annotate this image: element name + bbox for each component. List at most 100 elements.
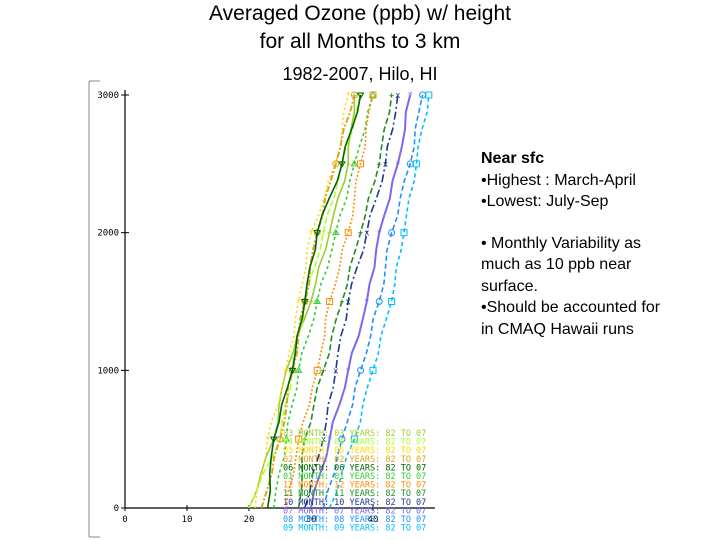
series-marker: x [383,160,389,170]
legend-entry: 06 MONTH: 06 YEARS: 82 TO 07 [283,463,426,473]
note-variability-2: much as 10 ppb near [481,256,632,273]
legend-entry: 03 MONTH: 03 YEARS: 82 TO 07 [283,429,426,439]
series-marker: * [345,91,350,101]
series-marker [357,366,365,374]
series-marker [412,160,420,168]
chart-title: Averaged Ozone (ppb) w/ height for all M… [120,0,600,56]
series-line-7 [285,94,374,509]
series-marker [276,435,284,443]
series-marker [388,229,396,237]
series-marker: x [364,229,370,239]
x-tick-label: 40 [368,515,379,525]
series-marker: + [389,91,395,101]
legend-entry: 02 MONTH: 02 YEARS: 82 TO 07 [283,455,426,465]
series-marker [331,228,340,236]
series-line-9 [304,94,399,509]
x-tick-label: 10 [182,515,193,525]
series-marker: x [277,435,283,445]
legend-entry: 01 MONTH: 01 YEARS: 82 TO 07 [283,472,426,482]
series-marker [282,435,291,442]
series-marker [313,297,322,304]
series-marker [313,230,322,237]
series-marker: + [376,160,382,170]
series-marker: + [302,435,308,445]
series-marker: + [327,229,333,239]
series-marker: * [265,435,270,445]
chart-subtitle: 1982-2007, Hilo, HI [282,64,438,84]
series-line-6 [273,94,374,509]
series-marker [338,435,346,443]
note-cmaq-2: in CMAQ Hawaii runs [481,320,634,338]
note-variability-3: surface. [481,277,538,295]
series-line-2 [248,94,362,509]
note-lowest: •Lowest: July-Sep [481,193,609,210]
series-marker: * [296,298,301,308]
y-tick-label: 0 [114,504,119,514]
series-marker [288,367,297,375]
series-marker: + [339,298,345,308]
series-marker [300,299,309,306]
series-marker: * [283,366,288,376]
series-line-8 [297,94,393,509]
series-marker [326,298,334,305]
x-tick-label: 20 [244,515,255,525]
y-tick-label: 2000 [97,229,119,239]
series-marker: + [358,229,364,239]
series-marker [425,91,433,99]
y-tick-label: 3000 [97,91,119,101]
legend-entry: 10 MONTH: 10 YEARS: 82 TO 07 [283,498,426,508]
series-marker [369,366,377,374]
legend-entry: 05 MONTH: 05 YEARS: 82 TO 07 [283,446,426,456]
series-marker [269,436,278,444]
title-line-2: for all Months to 3 km [259,30,461,53]
series-marker [388,298,396,305]
series-marker [350,91,358,99]
x-tick-label: 30 [306,515,317,525]
series-marker: + [308,298,314,308]
series-marker [338,161,346,168]
series-marker [350,435,358,443]
series-marker: * [327,435,332,445]
series-marker: * [407,91,412,101]
note-cmaq-1: •Should be accounted for [481,299,661,316]
series-line-4 [260,94,356,509]
series-marker [344,229,352,237]
notes-panel: Near sfc •Highest : March-April •Lowest:… [481,148,711,340]
series-line-10 [310,94,412,509]
series-marker [313,366,321,374]
legend-entry: 07 MONTH: 07 YEARS: 82 TO 07 [283,506,426,516]
legend-entry: 09 MONTH: 09 YEARS: 82 TO 07 [283,524,426,534]
note-highest: •Highest : March-April [481,171,636,189]
series-line-5 [266,94,362,509]
series-marker [332,160,340,168]
series-marker: * [395,160,400,170]
legend-entry: 12 MONTH: 12 YEARS: 82 TO 07 [283,481,426,491]
y-tick-label: 1000 [97,366,119,376]
series-marker: * [376,229,381,239]
notes-heading: Near sfc [481,150,545,167]
series-line-11 [322,94,424,509]
x-tick-label: 0 [122,515,127,525]
series-marker: x [333,366,339,376]
legend-entry: 11 MONTH: 11 YEARS: 82 TO 07 [283,489,426,499]
series-marker [356,92,365,99]
series-marker [375,298,383,305]
series-marker: x [321,229,327,239]
title-line-1: Averaged Ozone (ppb) w/ height [209,2,511,25]
legend-entry: 04 MONTH: 04 YEARS: 82 TO 07 [283,438,426,448]
series-marker [369,91,377,99]
series-marker [357,160,365,168]
series-line-12 [328,94,430,509]
series-marker: * [345,366,350,376]
legend-entry: 08 MONTH: 08 YEARS: 82 TO 07 [283,515,426,525]
series-marker: x [321,435,327,445]
series-marker: + [321,366,327,376]
series-marker [294,366,303,373]
note-variability-1: • Monthly Variability as [481,234,642,252]
series-marker [350,159,359,167]
series-marker [400,229,408,237]
series-marker: x [395,91,401,101]
series-marker: x [345,298,351,308]
series-marker: + [345,160,351,170]
